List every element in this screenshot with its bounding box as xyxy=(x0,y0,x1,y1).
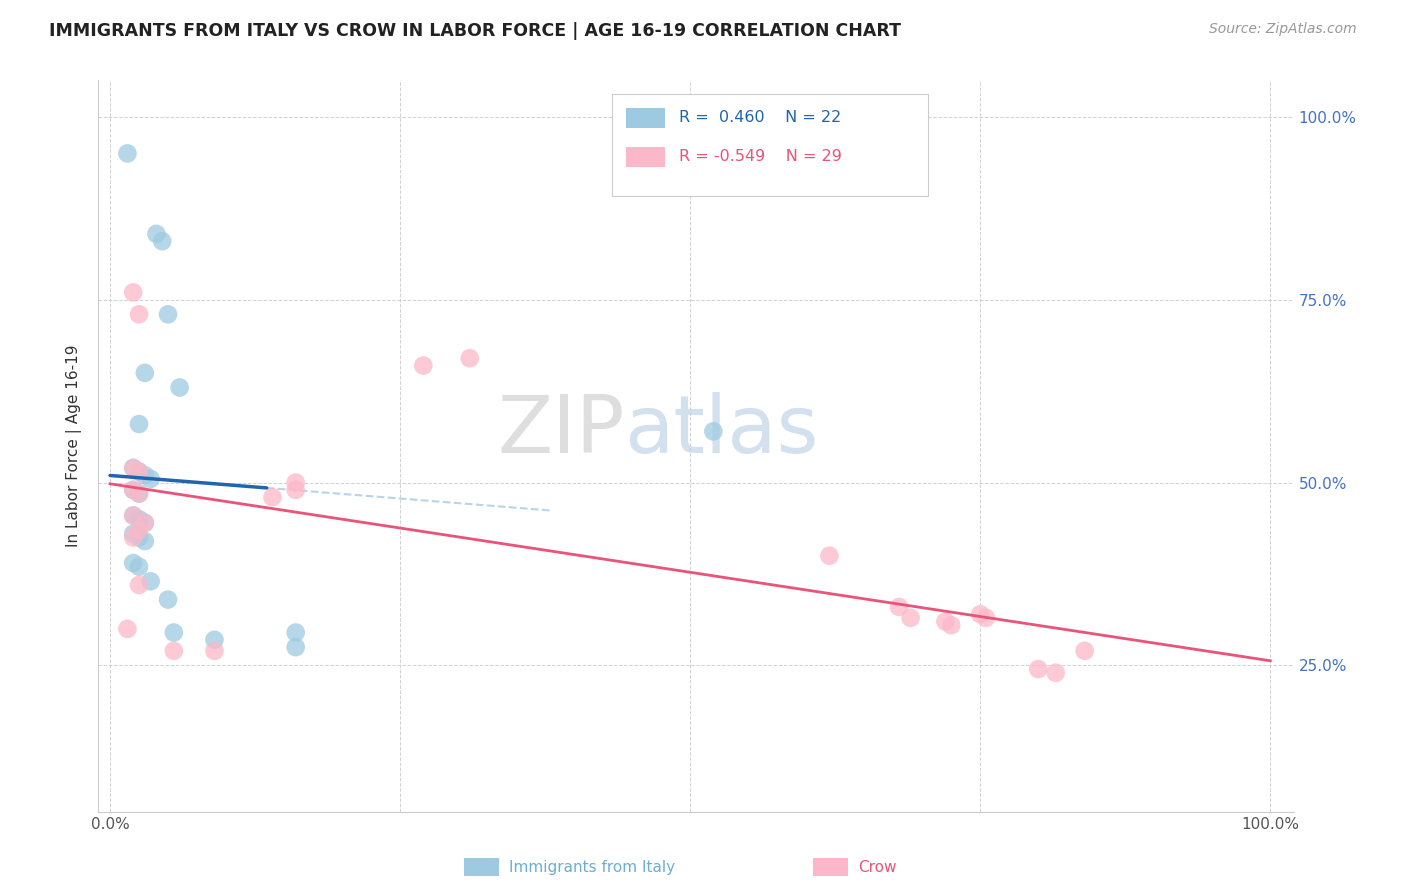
Point xyxy=(412,359,434,373)
Point xyxy=(204,644,226,658)
Point xyxy=(128,512,150,526)
Point xyxy=(284,640,307,655)
Point xyxy=(128,465,150,479)
Point xyxy=(122,483,145,497)
Text: IMMIGRANTS FROM ITALY VS CROW IN LABOR FORCE | AGE 16-19 CORRELATION CHART: IMMIGRANTS FROM ITALY VS CROW IN LABOR F… xyxy=(49,22,901,40)
Point xyxy=(117,622,139,636)
Point xyxy=(122,483,145,497)
Point xyxy=(145,227,167,241)
Text: R =  0.460    N = 22: R = 0.460 N = 22 xyxy=(679,111,841,125)
Point xyxy=(128,530,150,544)
Point xyxy=(134,516,156,530)
Point xyxy=(128,523,150,537)
Point xyxy=(122,508,145,523)
Point xyxy=(284,625,307,640)
Text: Crow: Crow xyxy=(858,860,896,874)
Point xyxy=(887,599,910,614)
Point xyxy=(150,234,173,248)
Point xyxy=(818,549,841,563)
Point xyxy=(163,625,186,640)
Point xyxy=(157,307,180,321)
Text: atlas: atlas xyxy=(624,392,818,470)
Point xyxy=(262,490,284,504)
Point xyxy=(284,475,307,490)
Point xyxy=(122,508,145,523)
Point xyxy=(969,607,991,622)
Point xyxy=(974,611,997,625)
Point xyxy=(128,417,150,431)
Point xyxy=(900,611,922,625)
Point xyxy=(134,468,156,483)
Point xyxy=(122,556,145,570)
Point xyxy=(169,380,191,394)
Point xyxy=(157,592,180,607)
Point xyxy=(122,285,145,300)
Point xyxy=(163,644,186,658)
Y-axis label: In Labor Force | Age 16-19: In Labor Force | Age 16-19 xyxy=(66,344,83,548)
Point xyxy=(117,146,139,161)
Point xyxy=(941,618,963,632)
Point xyxy=(122,530,145,544)
Point xyxy=(122,526,145,541)
Text: Source: ZipAtlas.com: Source: ZipAtlas.com xyxy=(1209,22,1357,37)
Point xyxy=(139,472,162,486)
Point xyxy=(134,534,156,549)
Text: ZIP: ZIP xyxy=(496,392,624,470)
Point xyxy=(128,307,150,321)
Point xyxy=(702,425,724,439)
Point xyxy=(128,465,150,479)
Point xyxy=(934,615,956,629)
Point xyxy=(128,578,150,592)
Point xyxy=(139,574,162,589)
Text: R = -0.549    N = 29: R = -0.549 N = 29 xyxy=(679,150,842,164)
Point xyxy=(1026,662,1049,676)
Point xyxy=(1045,665,1067,680)
Point xyxy=(122,461,145,475)
Point xyxy=(284,483,307,497)
Point xyxy=(128,486,150,500)
Point xyxy=(1073,644,1095,658)
Point xyxy=(134,366,156,380)
Point xyxy=(204,632,226,647)
Point xyxy=(128,559,150,574)
Point xyxy=(128,486,150,500)
Point xyxy=(134,516,156,530)
Point xyxy=(122,461,145,475)
Text: Immigrants from Italy: Immigrants from Italy xyxy=(509,860,675,874)
Point xyxy=(458,351,481,366)
